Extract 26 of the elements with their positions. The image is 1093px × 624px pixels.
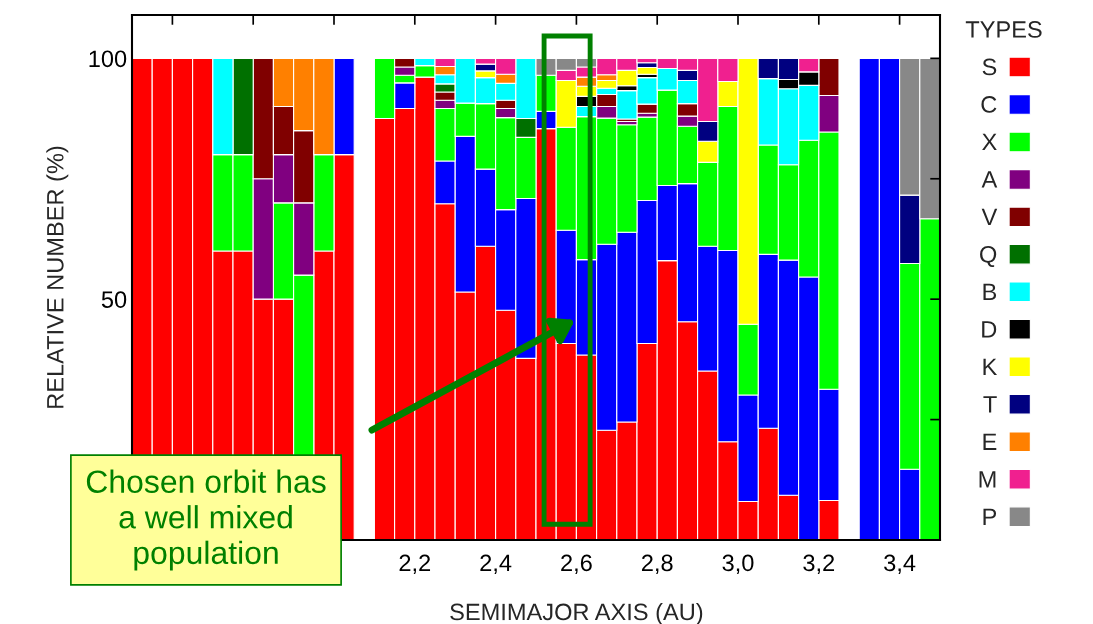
legend-label: A (981, 171, 998, 188)
y-tick-label: 100 (89, 50, 127, 68)
x-tick-label: 2,2 (399, 554, 431, 575)
x-tick-label: 2,4 (480, 554, 512, 575)
legend-label: T (983, 396, 997, 413)
x-tick-label: 3,0 (722, 554, 754, 575)
legend-label: D (982, 321, 997, 338)
x-tick-label: 2,8 (641, 554, 673, 575)
legend-label: Q (980, 246, 997, 267)
x-tick-label: 2,6 (561, 554, 592, 575)
annotation: Chosen orbit has a well mixed population (86, 469, 326, 571)
legend-label: K (983, 358, 998, 375)
legend-label: X (982, 133, 997, 151)
y-tick-label: 50 (101, 291, 127, 308)
legend-label: B (983, 283, 997, 300)
y-axis-title: RELATIVE NUMBER (%) (46, 146, 69, 408)
legend-label: S (982, 58, 997, 76)
legend-label: E (983, 433, 997, 450)
legend-title: TYPES (965, 21, 1042, 38)
legend-label: V (981, 208, 998, 226)
legend-label: C (981, 96, 997, 113)
x-axis-title: SEMIMAJOR AXIS (AU) (450, 603, 703, 624)
x-tick-label: 3,4 (884, 554, 916, 575)
legend-label: M (979, 471, 996, 488)
x-tick-label: 3,2 (803, 554, 835, 575)
legend-label: P (983, 508, 997, 525)
